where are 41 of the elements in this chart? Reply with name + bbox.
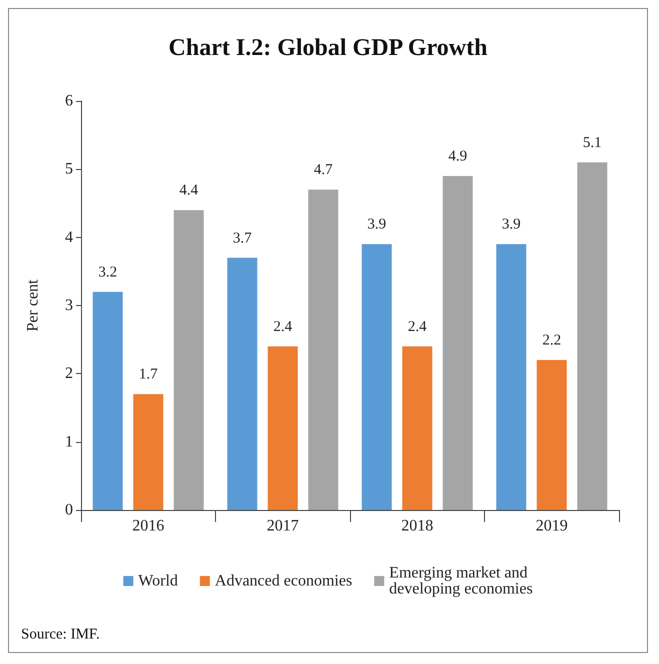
x-tick-label: 2019 bbox=[536, 518, 568, 534]
bar bbox=[133, 394, 164, 510]
data-label: 3.9 bbox=[502, 216, 521, 233]
data-label: 1.7 bbox=[138, 366, 158, 383]
y-axis-title: Per cent bbox=[24, 278, 42, 332]
data-label: 2.4 bbox=[408, 318, 428, 335]
x-tick-label: 2018 bbox=[401, 518, 434, 534]
data-label: 5.1 bbox=[582, 134, 602, 151]
data-label: 3.2 bbox=[98, 264, 118, 280]
data-label: 4.7 bbox=[314, 162, 334, 178]
data-label: 4.4 bbox=[179, 182, 199, 199]
y-tick-label: 6 bbox=[65, 92, 73, 110]
y-tick-label: 5 bbox=[65, 160, 73, 178]
y-tick-label: 1 bbox=[65, 433, 73, 450]
legend-label: World bbox=[138, 572, 178, 590]
data-label: 3.9 bbox=[367, 216, 386, 233]
data-label: 3.7 bbox=[232, 230, 252, 246]
bar bbox=[362, 244, 392, 510]
y-tick-label: 0 bbox=[65, 502, 73, 518]
bar bbox=[402, 346, 432, 510]
legend-label: Advanced economies bbox=[214, 572, 352, 590]
data-label: 2.4 bbox=[273, 318, 293, 335]
bar bbox=[536, 360, 567, 510]
y-tick-label: 3 bbox=[65, 297, 73, 314]
bar bbox=[174, 210, 204, 510]
y-tick-label: 2 bbox=[65, 365, 73, 382]
legend-label: Emerging market and developing economies bbox=[389, 564, 533, 598]
bar bbox=[496, 244, 526, 510]
bar bbox=[442, 176, 473, 510]
data-label: 2.2 bbox=[542, 332, 562, 349]
bar bbox=[227, 258, 258, 510]
chart-title: Chart I.2: Global GDP Growth bbox=[168, 35, 488, 61]
bar bbox=[92, 292, 123, 510]
x-tick-label: 2016 bbox=[132, 518, 164, 534]
bar bbox=[268, 346, 298, 510]
source-note: Source: IMF. bbox=[21, 626, 100, 642]
y-tick-label: 4 bbox=[65, 228, 73, 246]
bar bbox=[308, 190, 338, 510]
bar bbox=[577, 162, 608, 510]
x-tick-label: 2017 bbox=[266, 518, 299, 534]
data-label: 4.9 bbox=[448, 148, 468, 164]
